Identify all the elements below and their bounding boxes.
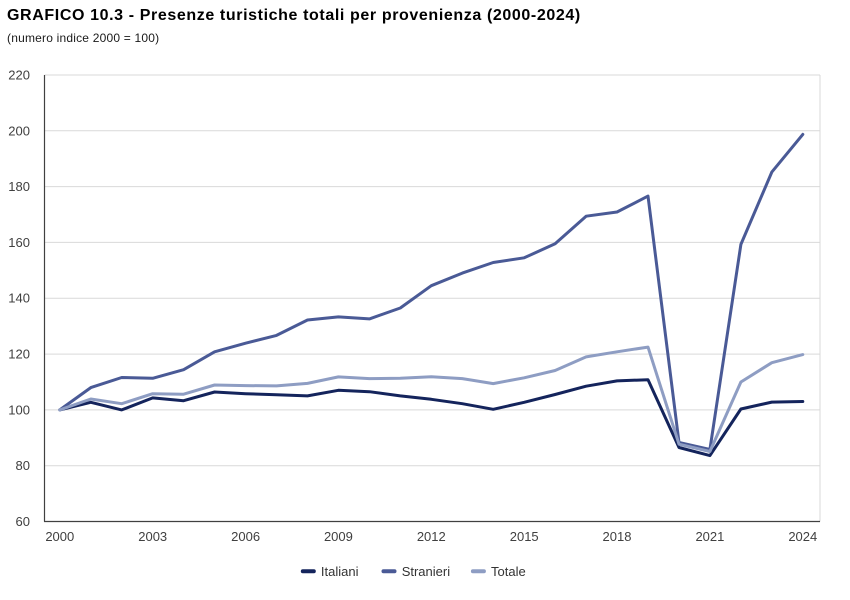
svg-text:140: 140: [8, 291, 30, 306]
svg-text:Totale: Totale: [491, 564, 526, 579]
svg-text:120: 120: [8, 347, 30, 362]
svg-text:80: 80: [16, 458, 30, 473]
svg-text:Stranieri: Stranieri: [402, 564, 451, 579]
svg-text:2009: 2009: [324, 529, 353, 544]
svg-text:2018: 2018: [603, 529, 632, 544]
svg-text:60: 60: [16, 514, 30, 529]
svg-text:2000: 2000: [45, 529, 74, 544]
svg-text:160: 160: [8, 235, 30, 250]
svg-text:220: 220: [8, 68, 30, 83]
svg-text:2021: 2021: [695, 529, 724, 544]
svg-text:180: 180: [8, 179, 30, 194]
svg-text:Italiani: Italiani: [321, 564, 359, 579]
svg-text:100: 100: [8, 402, 30, 417]
svg-text:2006: 2006: [231, 529, 260, 544]
svg-text:2015: 2015: [510, 529, 539, 544]
svg-text:2024: 2024: [788, 529, 817, 544]
svg-text:200: 200: [8, 123, 30, 138]
svg-text:2012: 2012: [417, 529, 446, 544]
svg-text:2003: 2003: [138, 529, 167, 544]
